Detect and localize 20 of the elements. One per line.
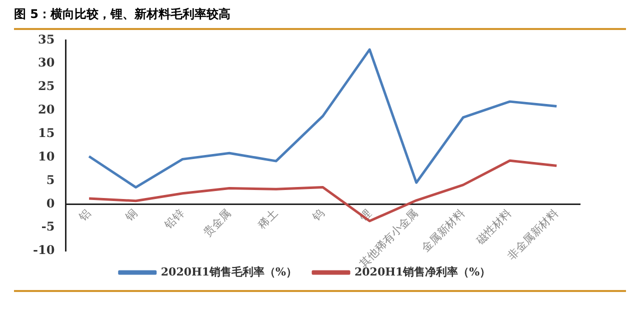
x-tick-label: 稀土 [255,206,280,232]
y-tick-label: 35 [38,32,55,46]
x-tick-label: 铅锌 [161,206,187,232]
y-tick-label: 30 [38,56,55,70]
chart-title: 图 5：横向比较，锂、新材料毛利率较高 [14,6,231,23]
x-tick-label: 铜 [122,206,140,224]
x-tick-label: 钨 [309,206,327,224]
x-tick-label: 铝 [76,206,94,224]
x-tick-label: 磁性材料 [472,206,514,248]
y-tick-label: 10 [38,149,55,164]
y-tick-label: 25 [38,79,55,94]
x-tick-label: 金属新材料 [419,206,468,255]
y-tick-label: 15 [38,126,55,140]
y-tick-label: 0 [46,196,55,210]
y-tick-label: 5 [46,172,55,187]
legend-label: 2020H1销售毛利率（%） [160,265,298,278]
x-tick-label: 贵金属 [200,206,234,240]
y-tick-label: -5 [41,220,55,234]
y-tick-label: -10 [32,243,55,258]
y-tick-label: 20 [38,102,55,117]
